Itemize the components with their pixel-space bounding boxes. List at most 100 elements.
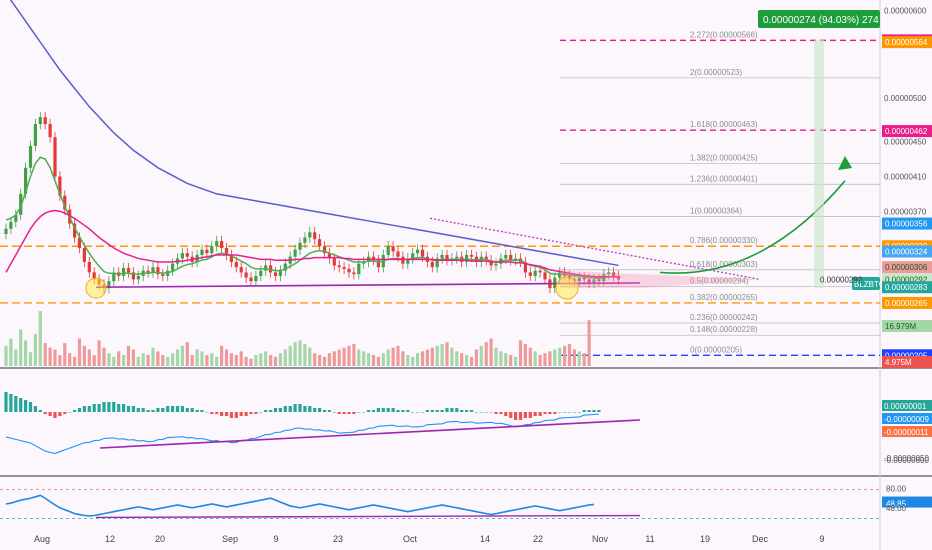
volume-bar bbox=[97, 340, 101, 366]
candle-body bbox=[430, 261, 434, 268]
volume-bar bbox=[117, 351, 121, 366]
candle-body bbox=[332, 258, 336, 266]
macd-histogram-bar bbox=[264, 410, 268, 412]
candle-body bbox=[244, 272, 248, 278]
candle-body bbox=[494, 263, 498, 266]
volume-bar bbox=[376, 356, 380, 366]
macd-histogram-bar bbox=[126, 406, 131, 412]
macd-histogram-bar bbox=[587, 410, 591, 412]
volume-bar bbox=[435, 345, 439, 366]
volume-bar bbox=[63, 343, 67, 366]
macd-histogram-bar bbox=[278, 408, 282, 412]
price-badge bbox=[882, 261, 932, 274]
fib-level-label: 1.236(0.00000401) bbox=[690, 174, 758, 183]
candle-body bbox=[435, 258, 439, 268]
macd-histogram-bar bbox=[313, 408, 317, 412]
bottom-marker bbox=[85, 277, 107, 299]
volume-bar bbox=[494, 347, 498, 366]
volume-bar bbox=[563, 345, 567, 366]
candle-body bbox=[278, 270, 282, 276]
macd-histogram-bar bbox=[117, 404, 121, 412]
candle-body bbox=[322, 246, 327, 254]
macd-histogram-bar bbox=[514, 412, 518, 420]
volume-bar bbox=[126, 345, 131, 366]
volume-bar bbox=[303, 344, 307, 366]
candle-body bbox=[33, 124, 37, 146]
candle-body bbox=[298, 242, 302, 250]
volume-bar bbox=[112, 356, 116, 366]
volume-bar bbox=[582, 353, 586, 366]
candle-body bbox=[607, 272, 611, 275]
volume-bar bbox=[259, 353, 263, 366]
macd-histogram-bar bbox=[146, 410, 150, 412]
volume-bar bbox=[499, 351, 503, 366]
macd-histogram-bar bbox=[175, 406, 180, 412]
volume-bar bbox=[180, 345, 184, 366]
volume-bar bbox=[504, 353, 508, 366]
volume-bar bbox=[572, 349, 576, 366]
candle-body bbox=[303, 237, 307, 243]
candle-body bbox=[582, 277, 586, 280]
volume-bar bbox=[514, 356, 518, 366]
macd-histogram-bar bbox=[19, 398, 23, 412]
volume-bar bbox=[151, 347, 155, 366]
price-badge-value: 0.00000564 bbox=[885, 38, 928, 47]
candle-body bbox=[420, 249, 425, 257]
volume-bar bbox=[553, 349, 557, 366]
volume-bar bbox=[190, 355, 194, 366]
macd-histogram-bar bbox=[28, 402, 33, 412]
time-axis-tick: 9 bbox=[819, 534, 824, 544]
price-axis-tick: -0.00000600 bbox=[884, 456, 929, 465]
macd-histogram-bar bbox=[97, 404, 101, 412]
volume-bar bbox=[577, 351, 581, 366]
volume-bar bbox=[48, 347, 52, 366]
volume-bar bbox=[171, 353, 175, 366]
macd-histogram-bar bbox=[68, 412, 72, 413]
macd-histogram-bar bbox=[303, 406, 307, 412]
macd-histogram-bar bbox=[58, 412, 62, 416]
macd-histogram-bar bbox=[283, 406, 287, 412]
volume-bar bbox=[87, 349, 91, 366]
macd-histogram-bar bbox=[381, 408, 385, 412]
price-axis-tick: 0.00000500 bbox=[884, 94, 927, 103]
price-badge-value: 0.00000462 bbox=[885, 127, 928, 136]
fib-level-label: 2(0.00000523) bbox=[690, 68, 742, 77]
price-badge-value: 4.975M bbox=[885, 358, 912, 367]
drawing-overlays: 0.00000274 (94.03%) 274 BLZBTC bbox=[85, 10, 885, 300]
macd-histogram-bar bbox=[254, 412, 258, 414]
price-badge-value: 0.00000292 bbox=[885, 275, 928, 284]
fib-level-label: 0.5(0.00000284) bbox=[690, 276, 749, 285]
volume-bar bbox=[185, 342, 189, 366]
volume-bar bbox=[528, 347, 532, 366]
target-range bbox=[814, 40, 824, 288]
candle-body bbox=[249, 277, 253, 282]
volume-bar bbox=[406, 355, 410, 366]
candle-body bbox=[92, 272, 96, 280]
volume-bar bbox=[9, 338, 13, 366]
volume-bar bbox=[533, 351, 537, 366]
candle-body bbox=[616, 275, 621, 280]
price-badge-value: 0.00000283 bbox=[885, 283, 928, 292]
macd-histogram-bar bbox=[136, 408, 140, 412]
macd-histogram-bar bbox=[200, 410, 204, 412]
candle-body bbox=[318, 239, 322, 247]
macd-histogram-bar bbox=[538, 412, 542, 416]
candle-body bbox=[440, 254, 444, 259]
macd-histogram-bar bbox=[63, 412, 67, 414]
candle-body bbox=[210, 246, 214, 254]
volume-bar bbox=[558, 347, 562, 366]
candle-body bbox=[73, 223, 77, 238]
macd-histogram-bar bbox=[396, 410, 400, 412]
volume-bar bbox=[401, 351, 405, 366]
candle-body bbox=[77, 237, 82, 248]
volume-bar bbox=[68, 353, 72, 366]
candle-body bbox=[24, 167, 28, 194]
macd-histogram-bar bbox=[229, 412, 233, 418]
candle-body bbox=[112, 272, 116, 282]
candle-body bbox=[224, 247, 229, 255]
macd-histogram-bar bbox=[308, 406, 312, 412]
macd-histogram-bar bbox=[87, 406, 91, 412]
candles bbox=[4, 111, 621, 294]
macd-histogram-bar bbox=[318, 408, 322, 412]
